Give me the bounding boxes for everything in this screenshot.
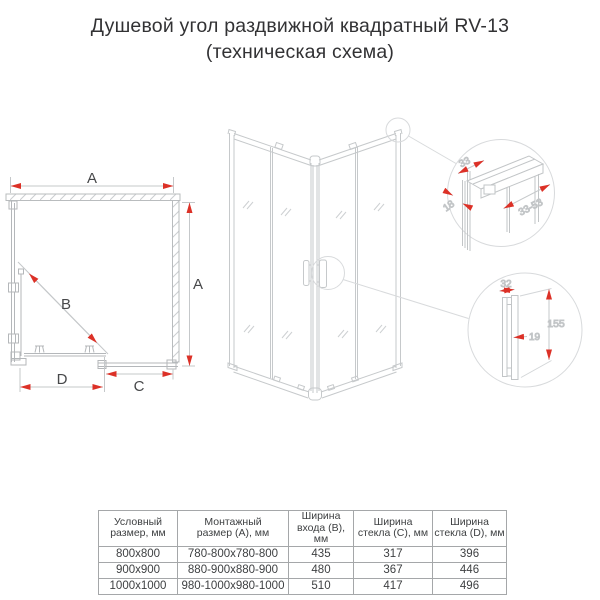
iso-view [227, 128, 403, 401]
detail-dim-handle-gap: 19 [529, 332, 541, 343]
plan-dim-label-b: B [61, 296, 71, 313]
cell-glass-d-width: 446 [432, 561, 507, 579]
plan-wall-top [5, 193, 181, 201]
cell-entry-width: 480 [288, 561, 354, 579]
iso-handles [303, 259, 327, 288]
detail-dim-adjustment-range: 33-53 [517, 197, 545, 219]
plan-corner-bracket [10, 351, 27, 366]
cell-entry-width: 435 [288, 545, 354, 563]
plan-sliding-door-bottom [24, 353, 106, 357]
detail-dim-handle-width: 32 [500, 279, 512, 290]
detail-dim-rail-depth: 33 [457, 155, 472, 170]
cell-mounting-size: 880-900x880-900 [177, 561, 289, 579]
detail-dim-handle-height: 155 [547, 318, 565, 330]
plan-dimension-lines [10, 177, 195, 392]
cell-glass-c-width: 417 [353, 577, 433, 595]
iso-left-post [227, 128, 238, 372]
plan-dim-label-c: C [134, 378, 145, 395]
leader-line-handle [342, 279, 469, 319]
cell-glass-c-width: 317 [353, 545, 433, 563]
cell-entry-width: 510 [288, 577, 354, 595]
detail-wall-dimension-lines [442, 160, 551, 211]
plan-view: A A B D C [5, 170, 203, 395]
plan-roller-left [34, 345, 45, 353]
page-title: Душевой угол раздвижной квадратный RV-13 [90, 15, 510, 37]
leader-line-wall-profile [408, 135, 457, 164]
cell-nominal-size: 900x900 [98, 561, 178, 579]
table-header-entry-width: Ширина входа (B), мм [288, 510, 354, 547]
plan-sliding-door-left [18, 268, 24, 356]
table-header-mounting-size: Монтажный размер (A), мм [177, 510, 289, 547]
detail-handle: 32 19 155 [499, 279, 565, 380]
cell-nominal-size: 800x800 [98, 545, 178, 563]
iso-glass-dividers [270, 147, 358, 379]
cell-mounting-size: 780-800x780-800 [177, 545, 289, 563]
iso-bottom-rails [233, 365, 397, 399]
iso-right-post [392, 128, 403, 372]
iso-handle-left [303, 260, 310, 286]
detail-handle-dimension-lines [499, 286, 552, 360]
spec-table: Условный размер, мм Монтажный размер (A)… [98, 510, 507, 595]
plan-dim-label-a-top: A [87, 170, 97, 187]
plan-dim-label-d: D [57, 371, 68, 388]
plan-wall-right [172, 200, 180, 363]
page-subtitle: (техническая схема) [205, 41, 395, 63]
table-header-row: Условный размер, мм Монтажный размер (A)… [98, 510, 507, 547]
table-row: 800x800 780-800x780-800 435 317 396 [98, 545, 507, 563]
plan-glass-clamps-left [8, 282, 19, 344]
iso-top-rails [233, 133, 397, 166]
table-row: 900x900 880-900x880-900 480 367 446 [98, 561, 507, 579]
plan-roller-right [84, 345, 95, 353]
plan-fixed-glass-bottom [97, 359, 178, 370]
plan-dim-label-a-right: A [193, 276, 203, 293]
iso-glass-sparkles [242, 200, 387, 340]
detail-circle-handle [467, 272, 583, 388]
iso-handle-right [319, 259, 327, 288]
cell-glass-c-width: 367 [353, 561, 433, 579]
callout-circle-wall-profile [385, 117, 411, 143]
callout-circle-handle [311, 256, 345, 290]
cell-mounting-size: 980-1000x980-1000 [177, 577, 289, 595]
table-row: 1000x1000 980-1000x980-1000 510 417 496 [98, 577, 507, 595]
table-header-glass-c-width: Ширина стекла (C), мм [353, 510, 433, 547]
table-header-nominal-size: Условный размер, мм [98, 510, 178, 547]
table-header-glass-d-width: Ширина стекла (D), мм [432, 510, 507, 547]
detail-dim-profile-width: 18 [441, 199, 457, 215]
iso-rail-clamps [272, 141, 360, 392]
callouts [311, 117, 583, 388]
cell-glass-d-width: 496 [432, 577, 507, 595]
cell-nominal-size: 1000x1000 [98, 577, 178, 595]
cell-glass-d-width: 396 [432, 545, 507, 563]
detail-wall-profile: 33 18 33-53 [441, 155, 551, 251]
